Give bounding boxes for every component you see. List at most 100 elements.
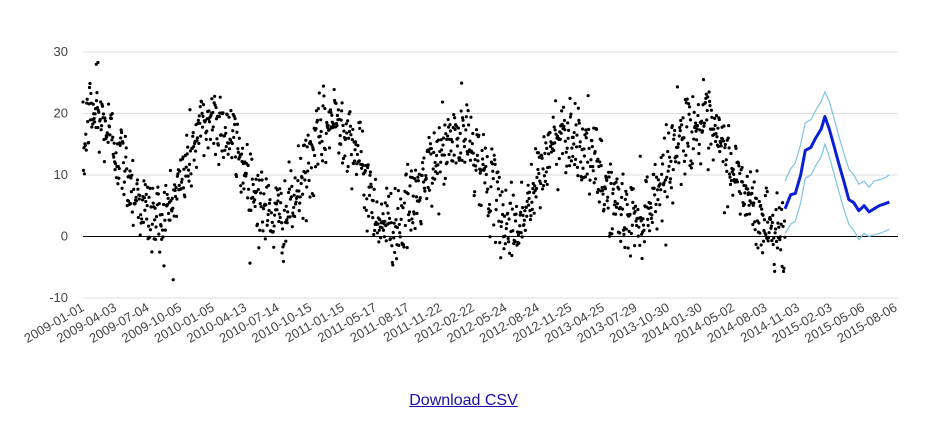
- observed-point: [202, 153, 206, 158]
- observed-point: [100, 104, 105, 108]
- observed-point: [573, 101, 577, 106]
- observed-point: [327, 146, 332, 150]
- observed-point: [391, 230, 395, 235]
- observed-point: [695, 124, 700, 128]
- observed-point: [467, 123, 471, 127]
- observed-point: [543, 151, 547, 155]
- observed-point: [367, 214, 371, 218]
- observed-point: [88, 81, 92, 86]
- observed-point: [697, 151, 701, 156]
- observed-point: [341, 156, 346, 161]
- observed-point: [727, 146, 731, 150]
- observed-point: [112, 141, 116, 145]
- observed-point: [120, 186, 124, 190]
- observed-point: [667, 155, 672, 159]
- observed-point: [497, 219, 501, 223]
- observed-point: [745, 174, 749, 178]
- observed-point: [650, 220, 654, 225]
- observed-point: [392, 236, 396, 240]
- observed-point: [431, 167, 435, 171]
- observed-point: [445, 137, 449, 142]
- observed-point: [163, 218, 167, 222]
- observed-point: [204, 137, 208, 141]
- observed-point: [109, 116, 113, 121]
- observed-point: [461, 118, 465, 122]
- observed-point: [432, 150, 436, 154]
- observed-point: [676, 142, 680, 146]
- observed-point: [746, 187, 750, 191]
- observed-point: [367, 185, 371, 189]
- observed-point: [580, 178, 584, 182]
- observed-point: [466, 152, 470, 156]
- observed-point: [272, 245, 276, 249]
- observed-point: [498, 241, 502, 245]
- observed-point: [93, 120, 97, 124]
- observed-point: [676, 145, 680, 149]
- observed-point: [439, 138, 443, 142]
- observed-point: [568, 96, 572, 100]
- observed-point: [542, 174, 547, 178]
- observed-point: [371, 216, 375, 220]
- observed-point: [233, 117, 237, 121]
- observed-point: [625, 202, 629, 207]
- observed-point: [221, 155, 226, 160]
- observed-point: [762, 218, 767, 222]
- observed-point: [285, 221, 289, 225]
- observed-point: [547, 152, 551, 156]
- observed-point: [181, 155, 185, 159]
- observed-point: [237, 136, 241, 140]
- observed-point: [516, 233, 520, 237]
- observed-point: [153, 218, 157, 222]
- observed-point: [633, 204, 638, 208]
- observed-point: [471, 131, 475, 136]
- observed-point: [564, 171, 568, 175]
- observed-point: [770, 239, 774, 243]
- observed-point: [678, 125, 682, 130]
- observed-point: [112, 155, 116, 159]
- observed-point: [432, 131, 436, 135]
- observed-point: [442, 182, 446, 186]
- observed-point: [668, 177, 673, 181]
- observed-point: [549, 150, 554, 154]
- observed-point: [111, 152, 115, 156]
- observed-point: [644, 180, 648, 184]
- observed-point: [591, 165, 595, 169]
- observed-point: [240, 152, 244, 156]
- observed-point: [683, 172, 687, 176]
- observed-point: [596, 157, 600, 161]
- observed-point: [497, 175, 501, 179]
- observed-point: [530, 207, 534, 211]
- observed-point: [511, 229, 515, 233]
- observed-point: [350, 187, 354, 191]
- observed-point: [595, 190, 600, 194]
- observed-point: [191, 134, 195, 138]
- observed-point: [780, 201, 785, 205]
- observed-point: [493, 240, 498, 244]
- observed-point: [709, 142, 713, 146]
- observed-point: [653, 209, 658, 214]
- observed-point: [409, 169, 413, 173]
- observed-point: [675, 154, 679, 158]
- observed-point: [409, 228, 413, 232]
- observed-point: [477, 133, 481, 137]
- observed-point: [233, 122, 237, 127]
- observed-point: [296, 144, 300, 148]
- observed-point: [686, 144, 690, 148]
- observed-point: [534, 195, 538, 199]
- observed-point: [128, 201, 133, 206]
- observed-point: [509, 180, 513, 184]
- observed-point: [199, 134, 203, 138]
- observed-point: [513, 239, 517, 244]
- observed-point: [174, 214, 179, 218]
- observed-point: [86, 140, 91, 145]
- observed-point: [207, 109, 211, 113]
- observed-point: [290, 225, 294, 229]
- observed-point: [387, 194, 391, 199]
- observed-point: [484, 172, 488, 177]
- observed-point: [128, 169, 132, 173]
- observed-point: [82, 172, 86, 176]
- download-csv-link[interactable]: Download CSV: [409, 392, 518, 409]
- observed-point: [123, 169, 127, 173]
- observed-point: [154, 215, 159, 219]
- observed-point: [629, 231, 634, 236]
